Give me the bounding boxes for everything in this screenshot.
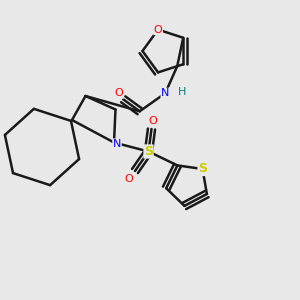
Text: O: O — [154, 25, 162, 34]
Text: O: O — [124, 173, 134, 184]
Text: N: N — [161, 88, 170, 98]
Text: O: O — [114, 88, 123, 98]
Text: O: O — [148, 116, 158, 127]
Text: S: S — [198, 163, 207, 176]
Text: H: H — [178, 87, 186, 97]
Text: S: S — [144, 145, 153, 158]
Text: N: N — [113, 139, 121, 149]
